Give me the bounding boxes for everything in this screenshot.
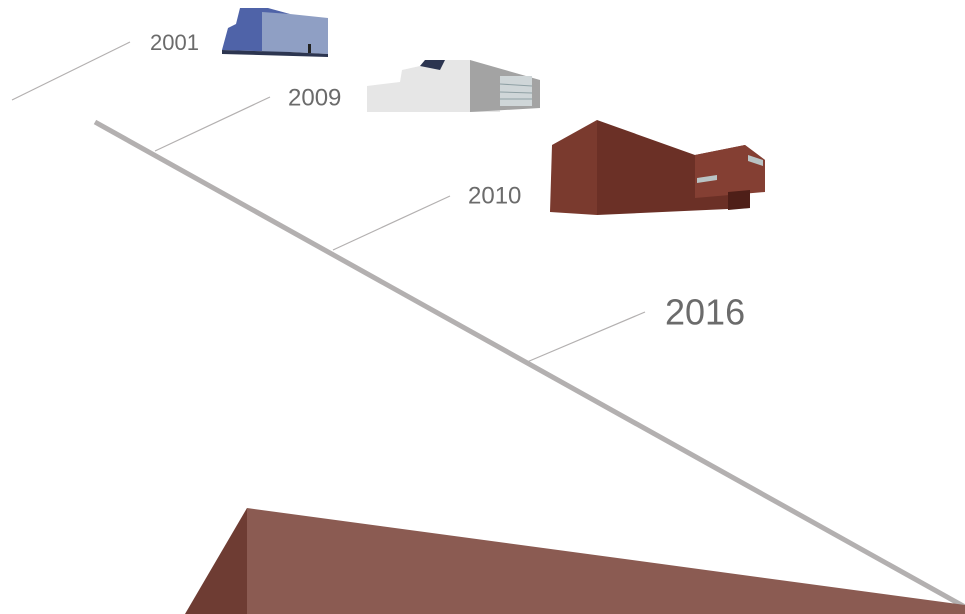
branch-line (332, 195, 451, 251)
building-2016 (185, 508, 965, 614)
year-label: 2016 (665, 292, 745, 333)
year-label: 2001 (150, 30, 199, 55)
branch-line (526, 311, 646, 363)
building-2001 (222, 8, 328, 57)
building-2009 (367, 60, 540, 112)
year-label: 2009 (288, 84, 341, 111)
timeline-axis (93, 119, 965, 610)
branch-line (154, 96, 271, 152)
branch-line (11, 41, 131, 101)
building-2010 (550, 120, 765, 215)
year-label: 2010 (468, 182, 521, 209)
